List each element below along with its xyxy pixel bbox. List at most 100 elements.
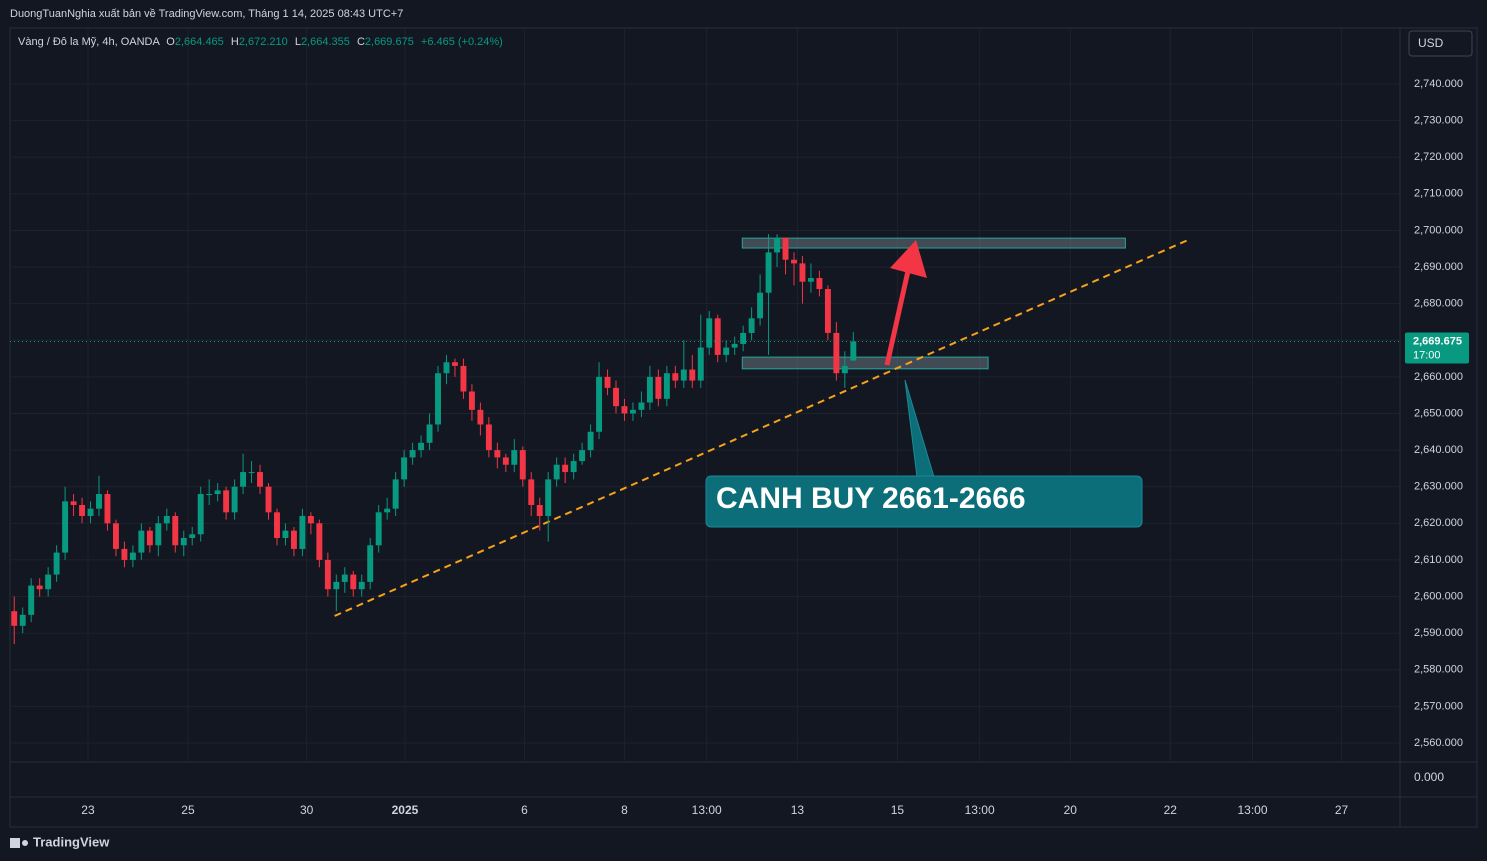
candle-body <box>409 450 416 458</box>
candle-body <box>604 376 611 388</box>
candle-body <box>528 479 535 506</box>
currency[interactable]: USD <box>1418 36 1444 50</box>
x-tick-label: 13 <box>791 803 805 817</box>
candle-body <box>824 289 831 333</box>
candle-body <box>401 457 408 480</box>
candle-body <box>629 409 636 414</box>
candle-body <box>155 523 162 546</box>
candle-body <box>782 237 789 260</box>
candle-body <box>723 347 730 355</box>
candle-body <box>672 373 679 381</box>
y-tick-label: 2,620.000 <box>1414 517 1463 529</box>
candle-body <box>638 402 645 410</box>
candle-body <box>435 373 441 425</box>
last-price-tag <box>1405 332 1469 364</box>
y-tick-label: 2,600.000 <box>1414 590 1463 602</box>
x-tick-label: 25 <box>181 803 195 817</box>
y-tick-label: 2,730.000 <box>1414 115 1463 127</box>
candle-body <box>850 341 857 361</box>
candle-body <box>816 278 823 290</box>
y-tick-label: 2,720.000 <box>1414 151 1463 163</box>
candle-body <box>731 343 738 348</box>
l-value: 2,664.355 <box>301 36 350 48</box>
candle-body <box>689 369 696 381</box>
candle-body <box>426 424 433 443</box>
candle-body <box>714 318 721 355</box>
candle-body <box>341 574 348 582</box>
candle-body <box>511 450 518 465</box>
candle-body <box>189 534 196 538</box>
candle-body <box>36 585 43 590</box>
candle-body <box>121 548 128 560</box>
change: +6.465 (+0.24%) <box>421 36 503 48</box>
l-key: L <box>295 36 301 48</box>
candle-body <box>562 464 569 473</box>
candle-body <box>757 292 764 319</box>
candle-body <box>248 472 255 474</box>
candle-body <box>350 574 357 590</box>
x-tick-label: 13:00 <box>1238 803 1268 817</box>
y-tick-label: 2,740.000 <box>1414 78 1463 90</box>
callout-text: CANH BUY 2661-2666 <box>716 482 1026 515</box>
candle-body <box>791 259 797 264</box>
zone <box>741 356 989 370</box>
grid <box>10 28 1400 762</box>
candle-body <box>748 318 755 333</box>
y-tick-label: 2,590.000 <box>1414 627 1463 639</box>
y-tick-label: 2,680.000 <box>1414 298 1463 310</box>
currency-button[interactable] <box>1408 30 1473 57</box>
symbol: Vàng / Đô la Mỹ, 4h, OANDA <box>18 36 160 48</box>
candle-body <box>104 494 111 524</box>
legend: Vàng / Đô la Mỹ, 4h, OANDA O2,664.465 H2… <box>18 36 503 48</box>
candle-body <box>553 464 560 480</box>
candle-body <box>180 537 187 546</box>
candle-body <box>392 479 399 509</box>
y-tick-label: 2,660.000 <box>1414 371 1463 383</box>
candle-body <box>579 450 586 462</box>
last-price-label: 2,669.675 <box>1413 335 1462 347</box>
candle-body <box>214 490 221 495</box>
candle-body <box>282 530 289 538</box>
candle-body <box>146 530 153 546</box>
candle-body <box>613 387 619 407</box>
y-tick-label: 2,630.000 <box>1414 481 1463 493</box>
candle-body <box>307 515 314 524</box>
candle-body <box>799 263 806 282</box>
x-tick-label: 2025 <box>392 803 419 817</box>
candle-body <box>96 494 102 509</box>
x-tick-label: 30 <box>300 803 314 817</box>
candle-body <box>231 486 238 513</box>
frame <box>9 27 1478 828</box>
candle-body <box>62 501 69 553</box>
candle-body <box>697 347 704 381</box>
candle-body <box>468 391 475 410</box>
x-tick-label: 13:00 <box>965 803 995 817</box>
y-tick-label: 2,640.000 <box>1414 444 1463 456</box>
candle-body <box>45 574 52 590</box>
zone <box>741 237 1126 249</box>
candle-body <box>596 376 603 432</box>
candle-body <box>740 332 747 344</box>
x-tick-label: 20 <box>1064 803 1078 817</box>
candle-body <box>655 376 662 399</box>
countdown: 17:00 <box>1413 349 1441 361</box>
candle-body <box>663 373 670 399</box>
candle-body <box>333 581 340 590</box>
candle-body <box>765 252 772 293</box>
x-tick-label: 8 <box>621 803 628 817</box>
callout: CANH BUY 2661-2666 <box>705 379 1143 528</box>
x-tick-label: 6 <box>521 803 528 817</box>
candle-body <box>163 515 170 524</box>
y-tick-label: 2,560.000 <box>1414 737 1463 749</box>
candle-body <box>70 501 77 506</box>
candle-body <box>19 614 26 626</box>
candle-body <box>87 508 94 516</box>
candle-body <box>477 409 484 425</box>
candle-body <box>519 450 526 480</box>
candle-body <box>621 406 628 414</box>
candle-body <box>28 585 35 615</box>
candle-body <box>587 431 594 451</box>
logo <box>10 838 28 848</box>
